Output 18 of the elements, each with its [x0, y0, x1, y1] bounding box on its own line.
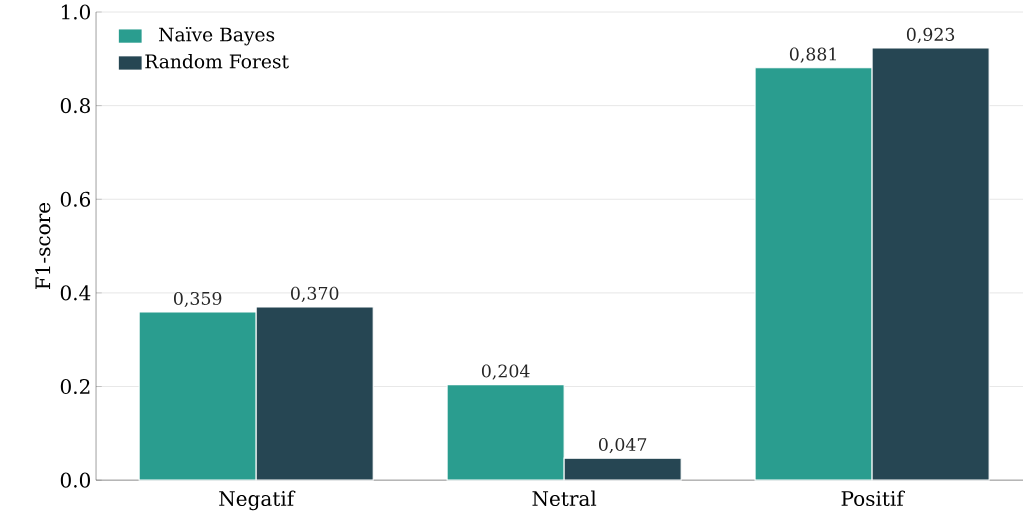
y-tick-label: 0.2: [60, 379, 90, 395]
data-label: 0,204: [481, 364, 530, 380]
y-tick-label: 0.6: [60, 191, 91, 208]
data-label: 0,370: [291, 286, 339, 303]
y-tick-label: 0.0: [60, 472, 90, 488]
x-tick-label: Positif: [841, 490, 905, 507]
y-tick-label: 1.0: [61, 4, 90, 20]
data-label: 0,047: [598, 438, 647, 454]
legend-label: Random Forest: [145, 54, 289, 69]
y-tick-label: 0.8: [60, 98, 90, 114]
data-label: 0,881: [789, 47, 836, 63]
x-tick-label: Negatif: [219, 490, 296, 511]
data-label: 0,923: [906, 28, 955, 44]
y-tick-label: 0.4: [60, 285, 91, 301]
x-tick-label: Netral: [532, 490, 597, 507]
legend-label: Naïve Bayes: [159, 27, 275, 46]
data-label: 0,359: [174, 292, 222, 308]
y-axis-title: F1-score: [35, 203, 51, 290]
